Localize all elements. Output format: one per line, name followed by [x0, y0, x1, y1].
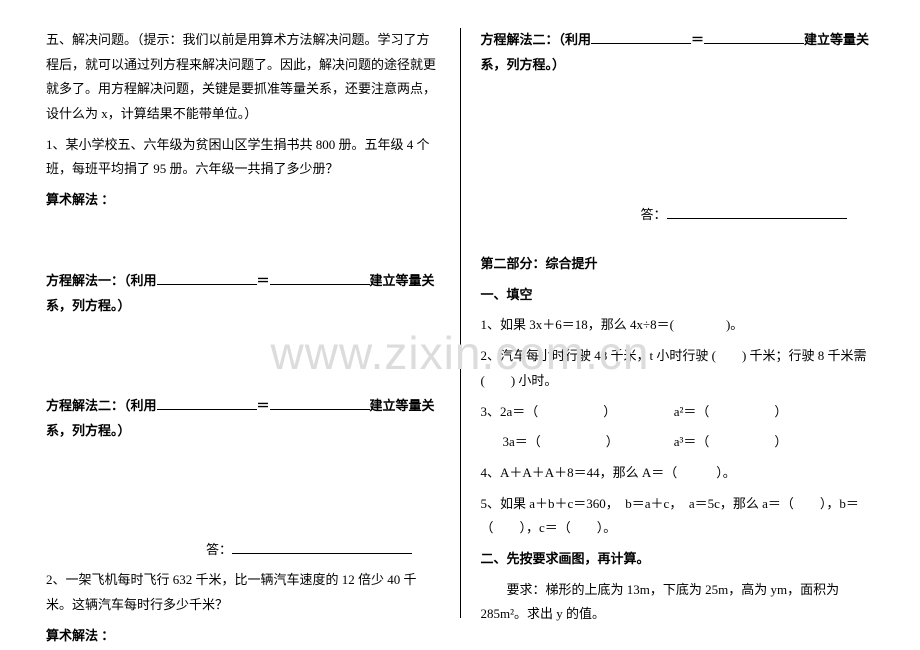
spacer [46, 520, 440, 538]
eq-method-2: 方程解法二：（利用＝建立等量关系，列方程。） [46, 394, 440, 443]
fill-3-row2: 3a＝（ ） a³＝（ ） [481, 430, 875, 455]
blank [704, 30, 804, 44]
eq2r-pre: 方程解法二：（利用 [481, 32, 592, 47]
blank [591, 30, 691, 44]
right-column: 方程解法二：（利用＝建立等量关系，列方程。） 答： 第二部分：综合提升 一、填空… [461, 28, 885, 640]
q1-text: 1、某小学校五、六年级为贫困山区学生捐书共 800 册。五年级 4 个班，每班平… [46, 133, 440, 182]
spacer [46, 450, 440, 520]
eq2-pre: 方程解法二：（利用 [46, 398, 157, 413]
answer-label: 答： [206, 542, 232, 557]
eq-method-2r: 方程解法二：（利用＝建立等量关系，列方程。） [481, 28, 875, 77]
spacer [46, 219, 440, 269]
eq-sign: ＝ [257, 398, 270, 413]
blank [667, 205, 847, 219]
fill-3c: 3a＝（ ） [503, 430, 671, 455]
spacer [481, 83, 875, 153]
fill-3-row1: 3、2a＝（ ） a²＝（ ） [481, 400, 875, 425]
eq-sign: ＝ [691, 32, 704, 47]
blank [157, 271, 257, 285]
blank [270, 396, 370, 410]
answer-line-2: 答： [641, 203, 875, 228]
answer-label: 答： [641, 207, 667, 222]
eq-method-1: 方程解法一：（利用＝建立等量关系，列方程。） [46, 269, 440, 318]
q2-text: 2、一架飞机每时飞行 632 千米，比一辆汽车速度的 12 倍少 40 千米。这… [46, 568, 440, 617]
fill-1: 1、如果 3x＋6＝18，那么 4x÷8＝( )。 [481, 313, 875, 338]
fill-3a: 3、2a＝（ ） [481, 400, 671, 425]
blank [232, 540, 412, 554]
fill-4: 4、A＋A＋A＋8＝44，那么 A＝（ ）。 [481, 461, 875, 486]
spacer [481, 153, 875, 203]
fill-3d: a³＝（ ） [674, 430, 794, 455]
fill-5: 5、如果 a＋b＋c＝360， b＝a＋c， a＝5c，那么 a＝（ ），b＝（… [481, 492, 875, 541]
answer-line-1: 答： [206, 538, 440, 563]
spacer [481, 234, 875, 252]
arith-label-2: 算术解法 ： [46, 624, 440, 649]
spacer [46, 324, 440, 394]
part2-heading: 第二部分：综合提升 [481, 252, 875, 277]
requirement-text: 要求：梯形的上底为 13m，下底为 25m，高为 ym，面积为 285m²。求出… [481, 578, 875, 627]
blank [270, 271, 370, 285]
section-5-heading: 五、解决问题。（提示：我们以前是用算术方法解决问题。学习了方程后，就可以通过列方… [46, 28, 440, 127]
section-2-heading: 二、先按要求画图，再计算。 [481, 547, 875, 572]
left-column: 五、解决问题。（提示：我们以前是用算术方法解决问题。学习了方程后，就可以通过列方… [36, 28, 460, 640]
fill-2: 2、汽车每小时行驶 48 千米，t 小时行驶 ( ) 千米；行驶 8 千米需 (… [481, 344, 875, 393]
fill-3b: a²＝（ ） [674, 400, 794, 425]
eq1-pre: 方程解法一：（利用 [46, 273, 157, 288]
page-root: 五、解决问题。（提示：我们以前是用算术方法解决问题。学习了方程后，就可以通过列方… [0, 0, 920, 650]
arith-label: 算术解法 ： [46, 188, 440, 213]
fill-heading: 一、填空 [481, 283, 875, 308]
eq-sign: ＝ [257, 273, 270, 288]
blank [157, 396, 257, 410]
